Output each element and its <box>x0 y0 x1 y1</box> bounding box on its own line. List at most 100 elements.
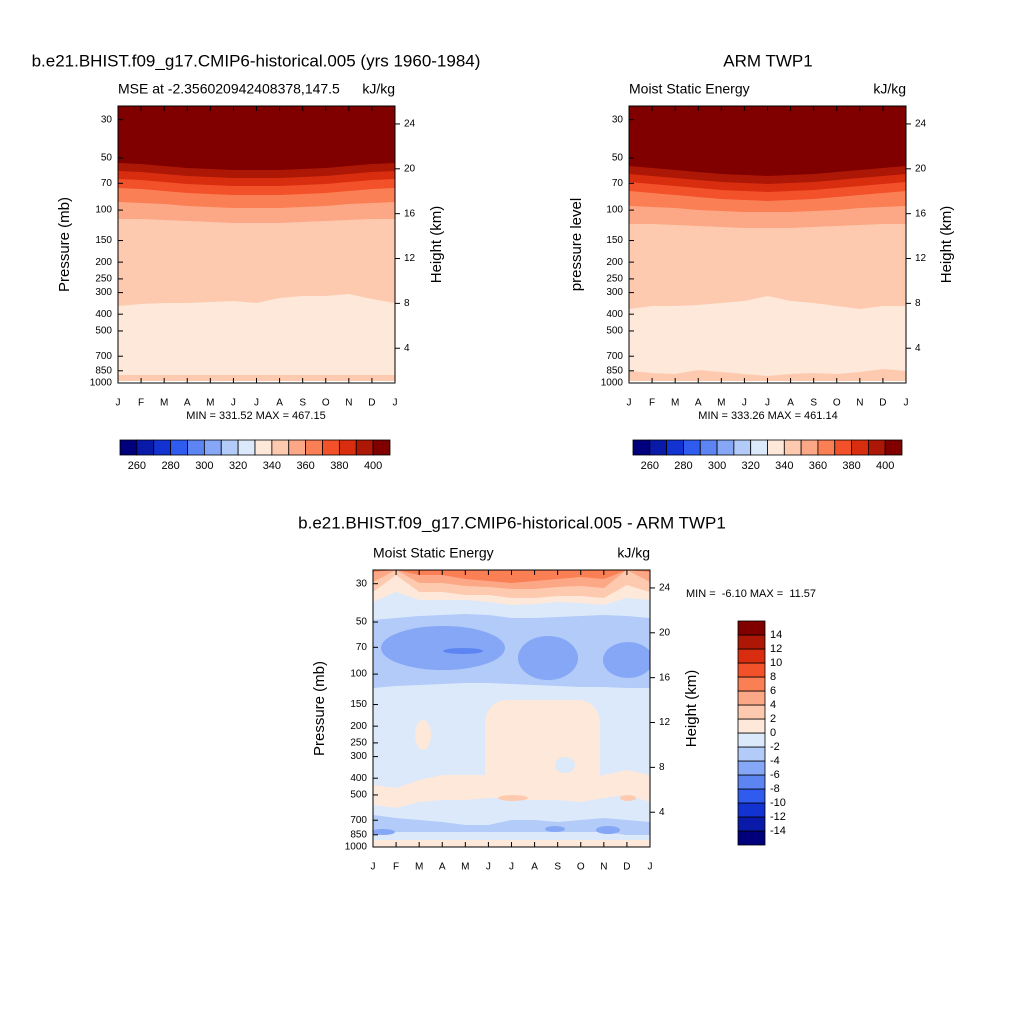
y2-axis-label: Height (km) <box>683 670 700 748</box>
colorbar-box <box>220 439 239 456</box>
y-tick-label: 250 <box>350 738 367 749</box>
y-tick-label: 50 <box>101 153 113 164</box>
y2-tick-label: 12 <box>659 717 671 728</box>
colorbar-label: 0 <box>770 727 776 739</box>
x-tick-label: J <box>742 398 747 409</box>
y-tick-label: 100 <box>350 669 367 680</box>
x-tick-label: J <box>116 398 121 409</box>
y2-tick-label: 12 <box>404 253 416 264</box>
y2-tick-label: 20 <box>659 627 671 638</box>
x-tick-label: J <box>486 862 491 873</box>
colorbar-label: -4 <box>770 755 780 767</box>
y-axis-label: pressure level <box>568 198 585 291</box>
y-tick-label: 30 <box>356 578 368 589</box>
colorbar-label: 4 <box>770 699 776 711</box>
colorbar-box <box>737 690 766 706</box>
subtitle-right: kJ/kg <box>617 545 650 561</box>
y-tick-label: 250 <box>95 274 112 285</box>
y2-tick-label: 24 <box>659 583 671 594</box>
x-tick-label: M <box>206 398 214 409</box>
contour-fill <box>555 757 575 773</box>
y-tick-label: 30 <box>101 114 113 125</box>
colorbar-box <box>716 439 735 456</box>
subtitle-right: kJ/kg <box>873 81 906 97</box>
x-tick-label: A <box>695 398 702 409</box>
x-tick-label: J <box>231 398 236 409</box>
y-tick-label: 300 <box>606 287 623 298</box>
colorbar-box <box>203 439 222 456</box>
y2-tick-label: 20 <box>404 163 416 174</box>
contour-fill <box>629 296 906 383</box>
colorbar-label: -2 <box>770 741 780 753</box>
colorbar-box <box>254 439 273 456</box>
contour-fill <box>620 795 636 801</box>
y2-tick-label: 8 <box>659 762 665 773</box>
x-tick-label: J <box>627 398 632 409</box>
colorbar-box <box>767 439 785 456</box>
colorbar-label: 400 <box>876 460 894 472</box>
y-tick-label: 1000 <box>345 842 368 853</box>
x-tick-label: N <box>600 862 607 873</box>
x-tick-label: D <box>879 398 886 409</box>
colorbar-label: 12 <box>770 643 782 655</box>
colorbar-box <box>834 439 852 456</box>
colorbar-box <box>632 439 651 456</box>
y-tick-label: 70 <box>612 178 624 189</box>
x-tick-label: S <box>299 398 306 409</box>
colorbar-box <box>851 439 869 456</box>
y2-tick-label: 4 <box>659 807 665 818</box>
y-tick-label: 100 <box>95 205 112 216</box>
x-tick-label: A <box>787 398 794 409</box>
y-tick-label: 500 <box>350 790 367 801</box>
colorbar-box <box>783 439 802 456</box>
y-tick-label: 300 <box>350 751 367 762</box>
x-tick-label: J <box>393 398 398 409</box>
x-tick-label: M <box>415 862 423 873</box>
contour-fill <box>596 826 620 834</box>
y-tick-label: 30 <box>612 114 624 125</box>
chart-title: b.e21.BHIST.f09_g17.CMIP6-historical.005… <box>298 513 726 532</box>
colorbar-box <box>237 439 256 456</box>
contour-fill <box>545 826 565 832</box>
y2-tick-label: 24 <box>404 119 416 130</box>
chart-title: ARM TWP1 <box>723 51 812 70</box>
x-tick-label: J <box>371 862 376 873</box>
contour-fill <box>118 294 395 383</box>
y-tick-label: 200 <box>606 257 623 268</box>
y-tick-label: 150 <box>95 235 112 246</box>
colorbar-label: 260 <box>641 460 659 472</box>
colorbar-box <box>305 439 323 456</box>
x-tick-label: O <box>322 398 330 409</box>
stats: MIN = -6.10 MAX = 11.57 <box>686 588 816 600</box>
x-tick-label: A <box>276 398 283 409</box>
x-tick-label: F <box>393 862 399 873</box>
colorbar-box <box>737 788 766 804</box>
stats: MIN = 331.52 MAX = 467.15 <box>186 410 325 422</box>
contour-fill <box>415 720 431 750</box>
x-tick-label: J <box>765 398 770 409</box>
colorbar-box <box>153 439 172 456</box>
stats: MIN = 333.26 MAX = 461.14 <box>698 410 837 422</box>
colorbar-label: 2 <box>770 713 776 725</box>
x-tick-label: J <box>509 862 514 873</box>
y-tick-label: 50 <box>356 617 368 628</box>
y-tick-label: 500 <box>95 326 112 337</box>
colorbar-label: 340 <box>775 460 793 472</box>
y-tick-label: 700 <box>350 815 367 826</box>
colorbar-label: 360 <box>296 460 314 472</box>
colorbar-label: 380 <box>842 460 860 472</box>
y-axis-label: Pressure (mb) <box>311 661 328 756</box>
x-tick-label: A <box>439 862 446 873</box>
y2-axis-label: Height (km) <box>428 206 445 284</box>
x-tick-label: M <box>160 398 168 409</box>
colorbar-box <box>170 439 188 456</box>
x-tick-label: M <box>461 862 469 873</box>
colorbar-label: 300 <box>708 460 726 472</box>
y-tick-label: 200 <box>95 257 112 268</box>
colorbar-label: 320 <box>229 460 247 472</box>
y-tick-label: 150 <box>350 699 367 710</box>
y-tick-label: 70 <box>356 642 368 653</box>
contour-fill <box>603 642 650 678</box>
colorbar-box <box>867 439 886 456</box>
y2-tick-label: 16 <box>915 208 927 219</box>
